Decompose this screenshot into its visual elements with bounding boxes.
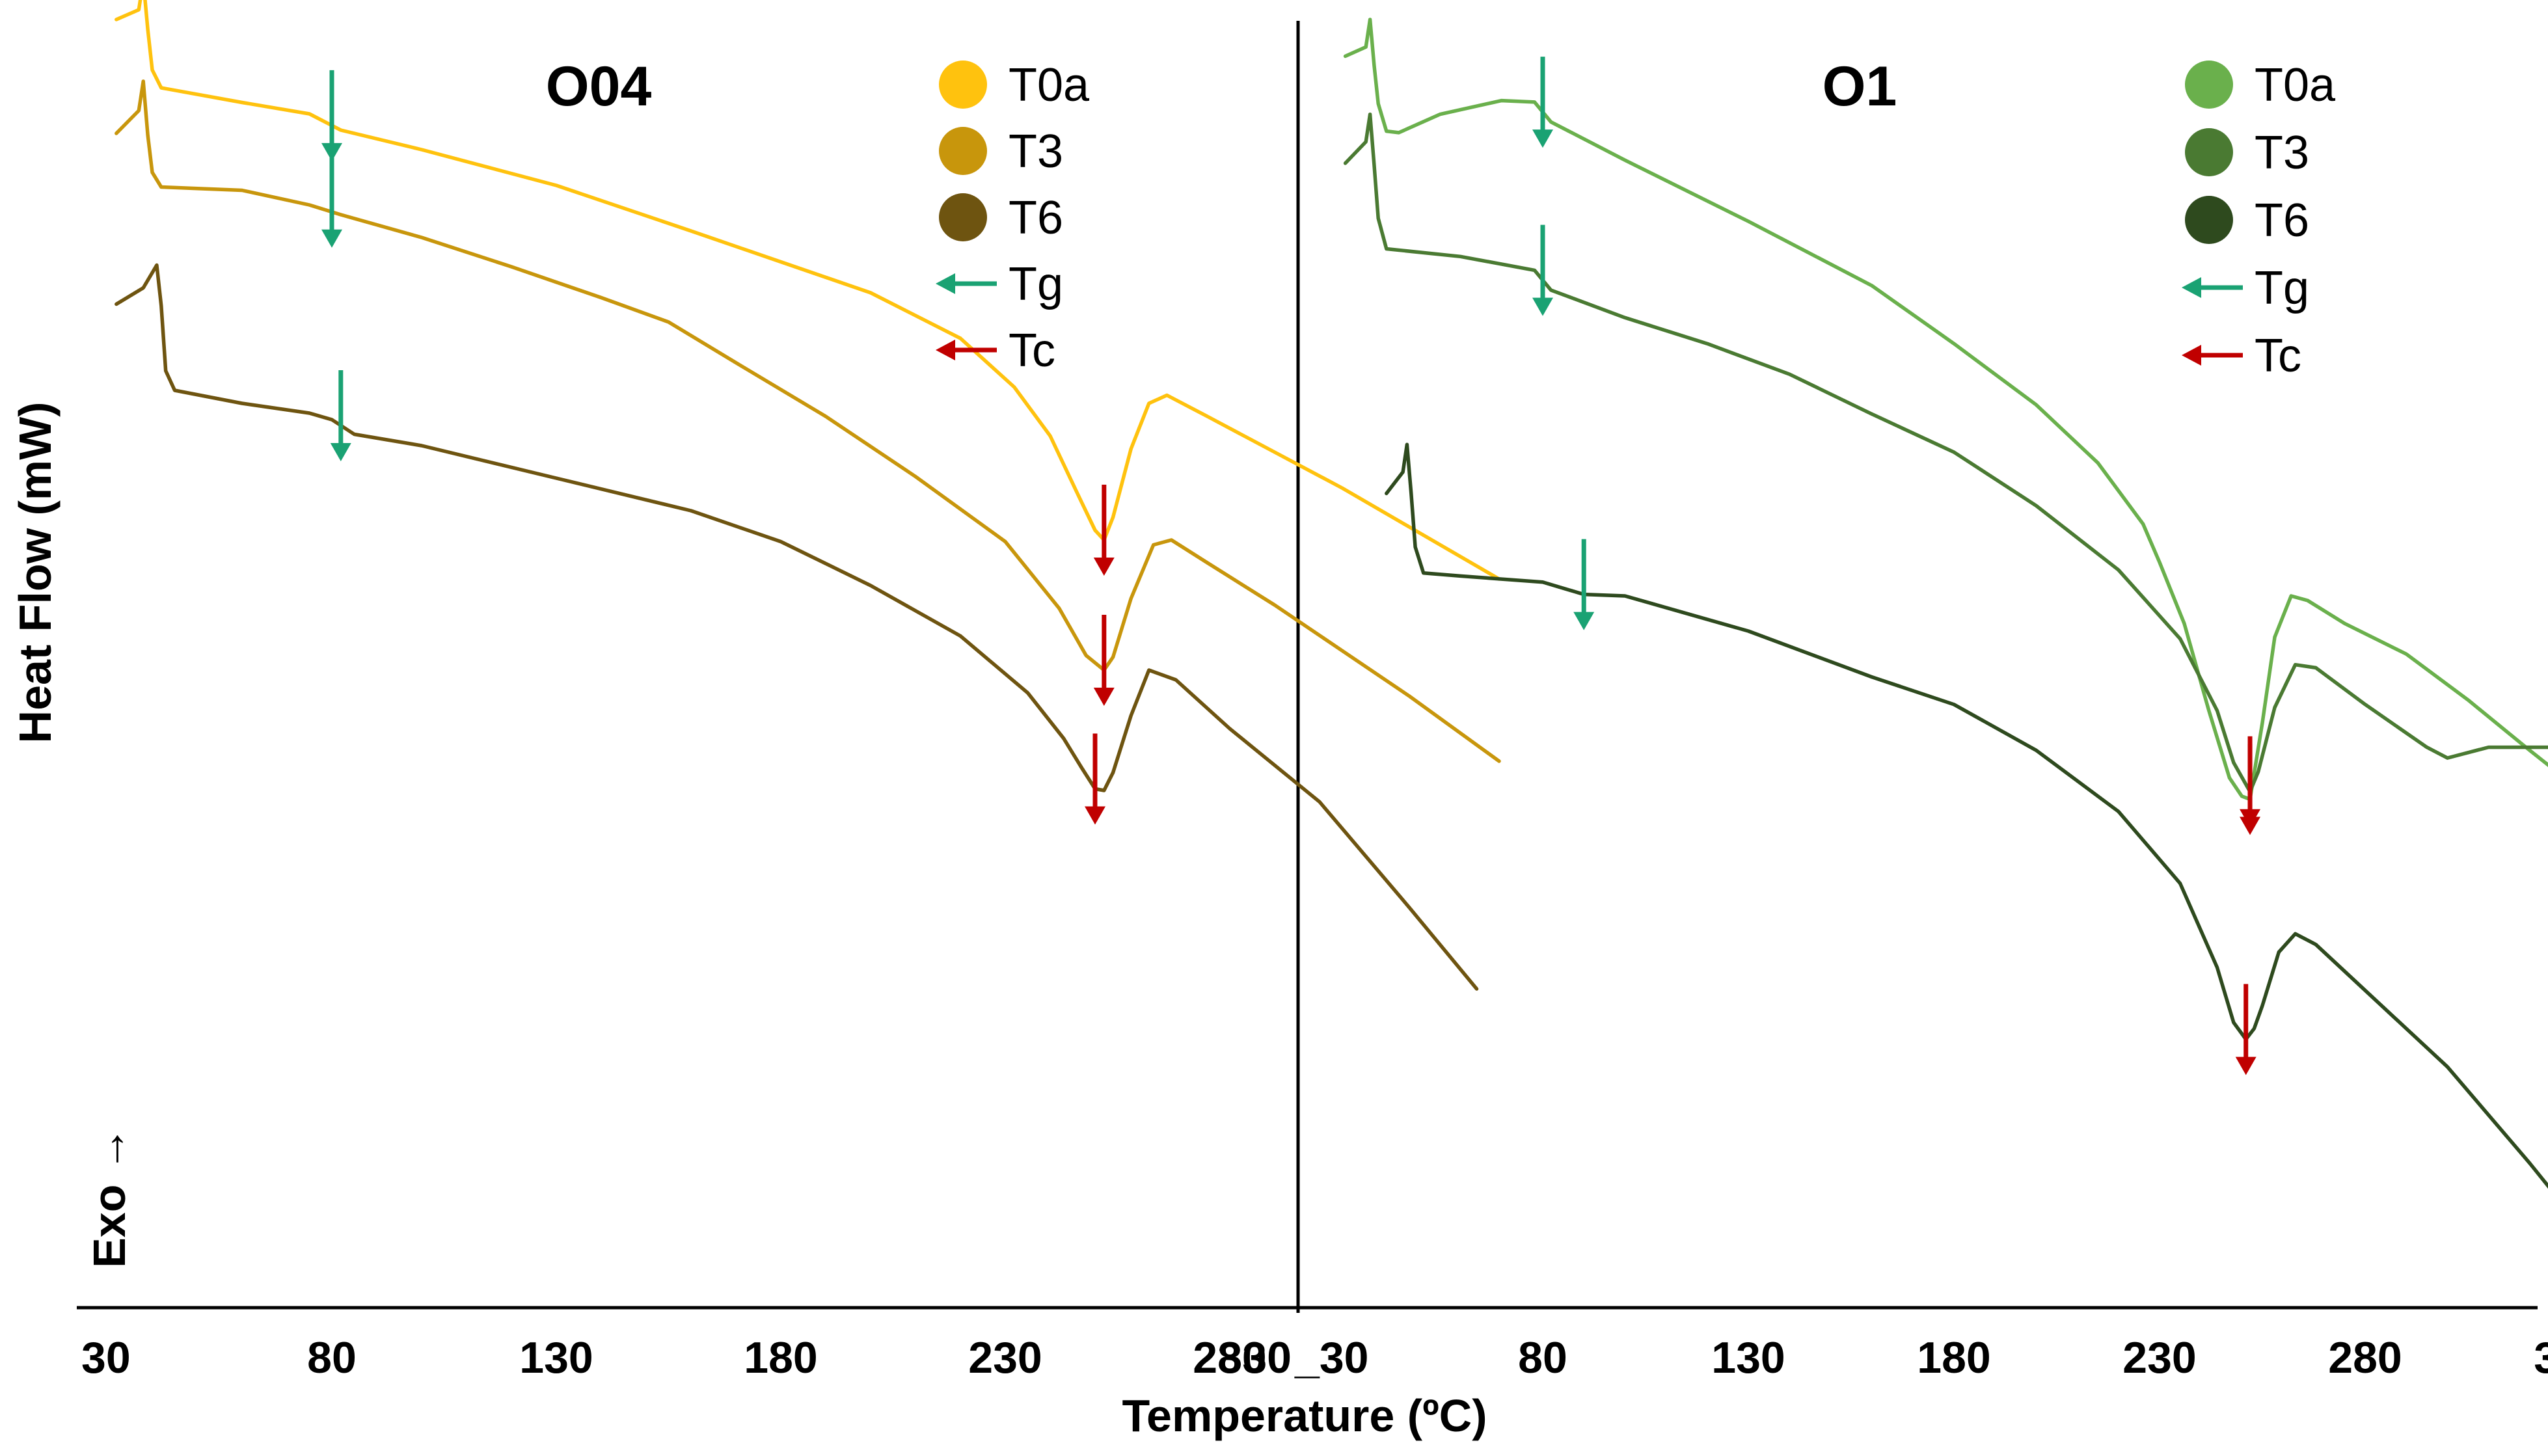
legend-swatch: [939, 193, 987, 241]
legend-label: T6: [1009, 192, 1063, 244]
tg-arrow: [330, 370, 351, 461]
x-tick-label: 80: [1518, 1333, 1567, 1382]
legend-swatch: [939, 127, 987, 175]
legend-item-tg: Tg: [2182, 262, 2309, 314]
series-line-t6: [1385, 442, 2548, 1189]
legend-item-t3: T3: [2185, 127, 2309, 179]
series-line-t0a: [115, 0, 1501, 581]
legend-label: Tg: [1009, 258, 1063, 310]
x-tick-label: 330: [1218, 1333, 1292, 1382]
legend-item-t6: T6: [2185, 195, 2309, 247]
panel-title: O04: [546, 55, 652, 118]
tg-arrow: [1532, 224, 1553, 316]
y-axis-label: Heat Flow (mW): [10, 402, 61, 744]
tc-arrow: [2240, 736, 2261, 828]
legend-item-t3: T3: [939, 126, 1063, 178]
legend-swatch: [2185, 61, 2233, 109]
tg-arrow: [1532, 57, 1553, 148]
legend: T0a T3 T6 Tg Tc: [2182, 59, 2336, 382]
curves: [115, 0, 1501, 991]
legend-label: T0a: [1009, 59, 1090, 111]
legend-label: T6: [2255, 195, 2309, 247]
x-axis-label: Temperature (ºC): [1122, 1390, 1487, 1441]
x-tick-labels: _30 80 130 180 230 280 330: [1294, 1333, 2548, 1382]
tc-arrow: [1093, 485, 1115, 576]
legend-arrow-icon: [2182, 277, 2243, 298]
x-tick-label: 330: [2534, 1333, 2548, 1382]
legend-swatch: [939, 61, 987, 109]
legend-arrow-icon: [936, 340, 997, 360]
curves: [1343, 18, 2548, 1189]
series-line-t3: [1343, 112, 2548, 794]
tc-arrow: [2235, 984, 2257, 1075]
x-tick-label: 80: [307, 1333, 357, 1382]
x-tick-label: 30: [81, 1333, 131, 1382]
series-line-t3: [115, 79, 1501, 763]
legend-swatch: [2185, 128, 2233, 176]
x-tick-label: _30: [1294, 1333, 1368, 1382]
x-tick-label: 180: [1917, 1333, 1990, 1382]
x-tick-label: 230: [2122, 1333, 2196, 1382]
legend-item-t6: T6: [939, 192, 1063, 244]
tg-arrow: [321, 156, 342, 248]
annotation-arrows: [321, 70, 1115, 825]
series-line-t6: [115, 263, 1479, 991]
tg-arrow: [321, 70, 342, 161]
legend-item-t0a: T0a: [2185, 59, 2336, 111]
series-line-t0a: [1343, 18, 2548, 802]
x-tick-label: 230: [968, 1333, 1042, 1382]
x-tick-label: 280: [2328, 1333, 2402, 1382]
legend-label: T0a: [2255, 59, 2336, 111]
legend-item-tg: Tg: [936, 258, 1063, 310]
x-tick-label: 130: [519, 1333, 593, 1382]
legend-arrow-icon: [2182, 345, 2243, 366]
panel-title: O1: [1823, 55, 1897, 118]
legend-item-tc: Tc: [2182, 330, 2301, 382]
legend-label: Tg: [2255, 262, 2309, 314]
legend-label: Tc: [2255, 330, 2301, 382]
x-tick-label: 180: [744, 1333, 817, 1382]
legend-arrow-icon: [936, 273, 997, 294]
legend-item-t0a: T0a: [939, 59, 1090, 111]
annotation-arrows: [1532, 57, 2261, 1075]
legend-item-tc: Tc: [936, 325, 1055, 377]
legend-label: T3: [1009, 126, 1063, 178]
panel-o1: O1 T0a T3 T6 Tg Tc _30 80 130 180 230 280 330: [1294, 18, 2548, 1382]
tg-arrow: [1573, 539, 1595, 630]
tc-arrow: [1093, 615, 1115, 706]
x-tick-label: 130: [1711, 1333, 1785, 1382]
legend: T0a T3 T6 Tg Tc: [936, 59, 1090, 377]
tc-arrow: [1085, 733, 1105, 825]
legend-label: Tc: [1009, 325, 1055, 377]
exo-label: Exo →: [84, 1126, 135, 1268]
legend-swatch: [2185, 196, 2233, 244]
legend-label: T3: [2255, 127, 2309, 179]
x-tick-label: 280: [1193, 1333, 1266, 1382]
